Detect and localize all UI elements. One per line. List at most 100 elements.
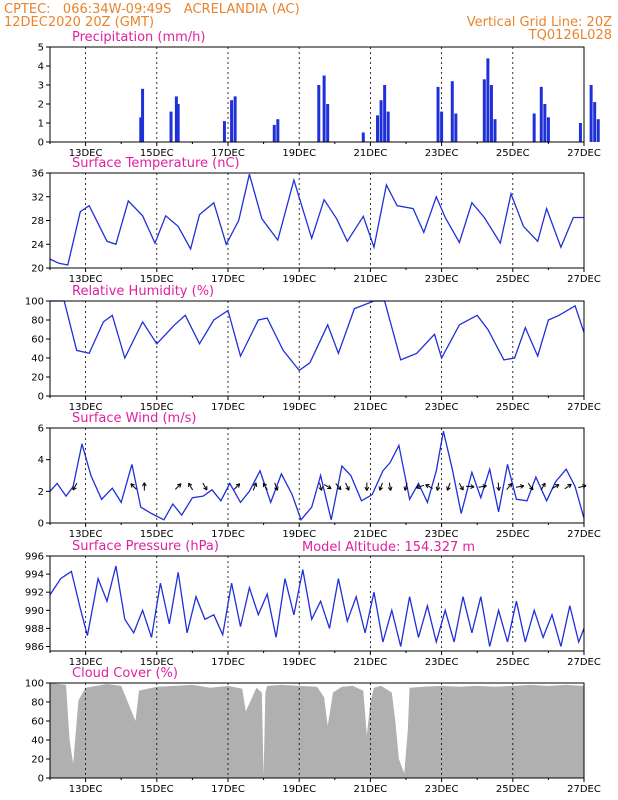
y-tick-label: 60 bbox=[31, 335, 44, 346]
x-tick-label: 15DEC bbox=[140, 529, 174, 540]
x-tick-label: 21DEC bbox=[354, 657, 388, 668]
wind-arrow-head bbox=[255, 482, 258, 487]
precip-bar bbox=[379, 100, 383, 142]
precip-bar bbox=[386, 111, 390, 142]
x-tick-label: 15DEC bbox=[140, 402, 174, 413]
wind-arrow bbox=[506, 483, 513, 490]
wind-arrow-head bbox=[425, 484, 429, 489]
y-tick-label: 4 bbox=[38, 455, 44, 466]
y-tick-label: 4 bbox=[38, 62, 44, 73]
x-tick-label: 19DEC bbox=[282, 148, 316, 159]
y-tick-label: 20 bbox=[31, 755, 44, 766]
pressure-panel: Surface Pressure (hPa) 986 988 990 992 994 996… bbox=[25, 539, 601, 668]
wind-arrow bbox=[252, 482, 257, 491]
y-tick-label: 24 bbox=[31, 240, 44, 251]
wind-line bbox=[49, 431, 585, 522]
wind-arrow bbox=[130, 483, 137, 490]
precip-bar bbox=[222, 121, 226, 142]
precip-bar bbox=[436, 86, 440, 142]
wind-arrow-head bbox=[238, 483, 241, 488]
wind-arrow-head bbox=[235, 483, 240, 486]
x-tick-label: 25DEC bbox=[496, 274, 530, 285]
x-tick-label: 13DEC bbox=[69, 529, 103, 540]
wind-arrow-head bbox=[447, 487, 451, 491]
precip-bar bbox=[543, 104, 547, 142]
wind-arrow bbox=[345, 482, 350, 491]
wind-arrow bbox=[416, 484, 425, 489]
wind-arrow-head bbox=[321, 486, 324, 491]
wind-arrow bbox=[388, 482, 392, 491]
wind-arrow bbox=[578, 485, 587, 489]
x-tick-label: 27DEC bbox=[567, 657, 601, 668]
precip-bar bbox=[493, 119, 497, 142]
wind-arrow-head bbox=[416, 484, 420, 489]
precip-bar bbox=[317, 85, 321, 142]
x-tick-label: 13DEC bbox=[69, 402, 103, 413]
y-tick-label: 994 bbox=[25, 570, 44, 581]
wind-arrow-head bbox=[498, 486, 501, 491]
x-tick-label: 23DEC bbox=[425, 784, 459, 795]
wind-arrow bbox=[497, 482, 500, 491]
wind-arrow bbox=[466, 485, 475, 488]
precip-bar bbox=[593, 102, 597, 142]
wind-arrow-head bbox=[529, 487, 534, 491]
precip-bar bbox=[546, 117, 550, 142]
y-tick-label: 28 bbox=[31, 216, 44, 227]
wind-arrow-head bbox=[556, 484, 560, 489]
precip-bar bbox=[141, 88, 145, 142]
x-tick-label: 21DEC bbox=[354, 148, 388, 159]
y-tick-label: 0 bbox=[38, 774, 44, 785]
wind-arrow bbox=[564, 483, 572, 490]
y-tick-label: 0 bbox=[38, 392, 44, 403]
precip-bar bbox=[169, 111, 173, 142]
x-tick-label: 27DEC bbox=[567, 529, 601, 540]
y-tick-label: 990 bbox=[25, 606, 44, 617]
x-tick-label: 21DEC bbox=[354, 529, 388, 540]
wind-arrow-head bbox=[130, 483, 133, 488]
wind-frame bbox=[49, 427, 585, 524]
wind-arrow bbox=[527, 483, 534, 491]
y-tick-label: 20 bbox=[31, 373, 44, 384]
y-tick-label: 100 bbox=[25, 297, 44, 308]
x-tick-label: 21DEC bbox=[354, 274, 388, 285]
precip-bar bbox=[486, 58, 490, 142]
wind-arrow-head bbox=[446, 486, 448, 491]
precip-bar bbox=[272, 124, 276, 142]
x-tick-label: 23DEC bbox=[425, 402, 459, 413]
y-tick-label: 996 bbox=[25, 552, 44, 563]
wind-arrow bbox=[188, 482, 194, 491]
x-tick-label: 17DEC bbox=[211, 657, 245, 668]
wind-arrow-head bbox=[390, 486, 393, 491]
wind-arrow-head bbox=[328, 484, 332, 489]
precip-bar bbox=[233, 96, 237, 142]
y-tick-label: 100 bbox=[25, 679, 44, 690]
wind-arrow-head bbox=[520, 485, 525, 489]
wind-arrow-head bbox=[459, 487, 464, 491]
precip-bar bbox=[383, 85, 387, 142]
pressure-title: Surface Pressure (hPa) bbox=[72, 539, 219, 554]
wind-arrow-head bbox=[569, 484, 572, 489]
x-tick-label: 25DEC bbox=[496, 657, 530, 668]
wind-arrow bbox=[319, 482, 323, 491]
wind-arrow-head bbox=[510, 483, 513, 488]
wind-arrow bbox=[72, 482, 78, 491]
wind-arrow-head bbox=[179, 483, 182, 488]
model-altitude: Model Altitude: 154.327 m bbox=[302, 540, 475, 555]
wind-arrow bbox=[551, 484, 560, 490]
y-tick-label: 20 bbox=[31, 264, 44, 275]
x-tick-label: 19DEC bbox=[282, 529, 316, 540]
precip-bar bbox=[322, 75, 326, 142]
wind-arrow-head bbox=[387, 487, 392, 491]
x-tick-label: 17DEC bbox=[211, 402, 245, 413]
y-tick-label: 60 bbox=[31, 717, 44, 728]
y-tick-label: 3 bbox=[38, 81, 44, 92]
precipitation-panel: Precipitation (mm/h) 0 1 2 3 4 5 13DEC 15DEC 17DE… bbox=[38, 30, 601, 159]
x-tick-label: 19DEC bbox=[282, 274, 316, 285]
x-tick-label: 17DEC bbox=[211, 529, 245, 540]
y-tick-label: 32 bbox=[31, 192, 44, 203]
humidity-line bbox=[50, 300, 585, 372]
humidity-frame bbox=[49, 300, 585, 397]
y-tick-label: 36 bbox=[31, 169, 44, 180]
wind-arrow-head bbox=[519, 484, 525, 487]
header-location: CPTEC: 066:34W-09:49S ACRELANDIA (AC) bbox=[4, 2, 300, 17]
